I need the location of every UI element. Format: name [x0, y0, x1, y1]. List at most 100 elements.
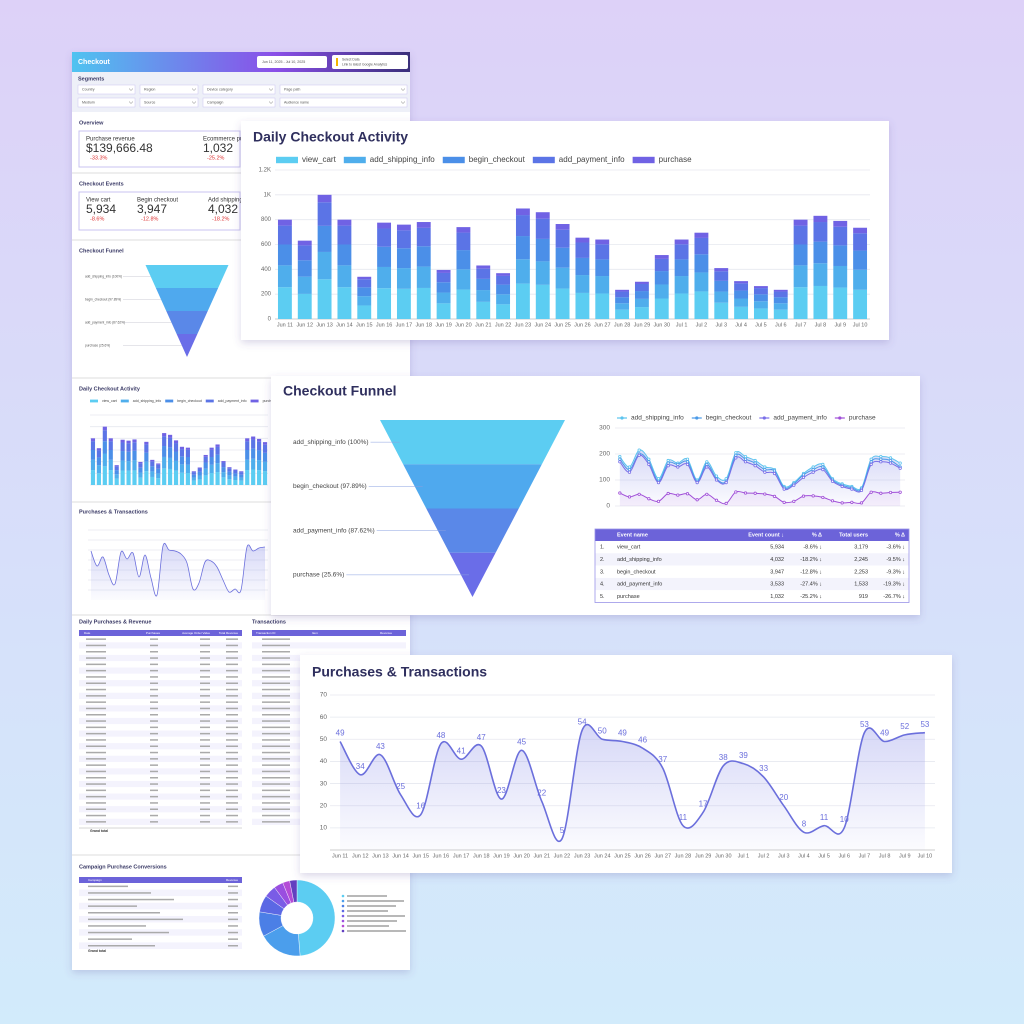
x-tick-label: Jul 7	[795, 322, 807, 328]
bar-segment	[793, 287, 808, 319]
bar-segment	[132, 439, 137, 443]
bar-segment	[337, 287, 352, 319]
funnel-label: purchase (25.6%)	[293, 572, 344, 579]
bar-segment	[396, 224, 411, 231]
filter-label[interactable]: Page path	[284, 87, 300, 91]
table-row	[595, 541, 909, 554]
bar-segment	[416, 287, 431, 319]
data-label: 25	[396, 782, 405, 791]
point	[647, 497, 651, 501]
cell-text	[262, 814, 290, 817]
cell-text	[262, 777, 290, 779]
cell-text	[200, 758, 210, 760]
dropdown-arrow	[128, 101, 134, 104]
filter-label[interactable]: Device category	[207, 87, 233, 91]
cell-text	[88, 925, 146, 927]
bar-segment	[456, 227, 471, 233]
table-row	[79, 818, 242, 825]
bar-segment	[476, 290, 491, 302]
funnel-stage	[176, 334, 198, 357]
x-tick-label: Jun 20	[513, 853, 530, 859]
bar-segment	[734, 281, 749, 284]
point	[743, 457, 748, 461]
column-header: Purchases	[146, 631, 161, 635]
filter-label[interactable]: Medium	[82, 100, 95, 104]
x-tick-label: Jun 26	[634, 853, 651, 859]
legend-label: add_shipping_info	[631, 415, 684, 422]
point	[772, 469, 777, 473]
cell-text	[226, 638, 238, 640]
cell-text	[262, 795, 290, 798]
bar-segment	[753, 286, 768, 289]
cell-text	[150, 808, 158, 810]
bar-segment	[215, 446, 220, 455]
table-header	[79, 877, 242, 883]
bar-segment	[162, 436, 167, 447]
table-row	[595, 553, 909, 566]
bar-segment	[144, 444, 149, 453]
cell-text	[150, 732, 158, 735]
bar-segment	[595, 239, 610, 245]
bar-segment	[227, 467, 232, 469]
table-row	[595, 590, 909, 603]
legend-swatch	[838, 416, 842, 420]
point	[869, 462, 873, 466]
filter-label[interactable]: Source	[144, 100, 155, 104]
filter-dropdown[interactable]	[279, 97, 408, 108]
cell-text	[86, 701, 106, 703]
data-label: 10	[840, 815, 849, 824]
x-tick-label: Jun 12	[352, 853, 369, 859]
cell-text	[226, 676, 238, 678]
filter-label[interactable]: Audience name	[284, 100, 309, 104]
bar-segment	[108, 438, 113, 442]
cell-text	[150, 695, 158, 697]
table-cell: 2,245	[854, 557, 868, 563]
filter-dropdown[interactable]	[139, 97, 199, 108]
bar-segment	[714, 271, 729, 281]
bar-segment	[833, 226, 848, 246]
filter-label[interactable]: Region	[144, 87, 155, 91]
x-tick-label: Jun 26	[574, 322, 591, 328]
bar-segment	[168, 434, 173, 438]
bar-segment	[221, 472, 226, 478]
bar-segment	[575, 257, 590, 276]
x-tick-label: Jul 7	[859, 853, 871, 859]
x-tick-label: Jul 4	[735, 322, 747, 328]
cell-text	[200, 783, 210, 785]
bar-segment	[120, 439, 125, 443]
bar-segment	[209, 449, 214, 457]
point	[763, 467, 767, 472]
cell-text	[226, 751, 238, 754]
cell-text	[262, 701, 290, 703]
bar-segment	[496, 273, 511, 276]
filter-dropdown[interactable]	[279, 84, 408, 95]
date-range[interactable]: Jun 11, 2025 - Jul 10, 2025	[262, 60, 305, 64]
filter-label[interactable]: Country	[82, 87, 95, 91]
dropdown-arrow	[268, 101, 274, 104]
cell-text	[150, 814, 158, 817]
column-header: % Δ	[812, 532, 822, 538]
date-picker[interactable]	[257, 56, 327, 68]
legend-swatch	[762, 416, 766, 420]
y-tick-label: 1.2K	[259, 168, 271, 174]
bar-segment	[515, 283, 530, 319]
filter-dropdown[interactable]	[202, 84, 276, 95]
column-header: Average Order Value	[182, 631, 210, 635]
filter-dropdown[interactable]	[202, 97, 276, 108]
filter-dropdown[interactable]	[139, 84, 199, 95]
filter-dropdown[interactable]	[77, 97, 136, 108]
bar-segment	[233, 480, 238, 485]
filter-label[interactable]: Campaign	[207, 100, 223, 104]
table-cell: 3.	[600, 569, 605, 575]
cell-text	[226, 651, 238, 653]
data-source[interactable]	[332, 55, 408, 69]
cell-text	[226, 720, 238, 722]
bar-segment	[120, 460, 125, 471]
cell-text	[262, 732, 290, 735]
filter-dropdown[interactable]	[77, 84, 136, 95]
bar-segment	[239, 471, 244, 473]
cell-text	[228, 925, 238, 927]
table-row	[79, 730, 242, 737]
bar-segment	[209, 464, 214, 474]
data-label: 38	[719, 753, 728, 762]
